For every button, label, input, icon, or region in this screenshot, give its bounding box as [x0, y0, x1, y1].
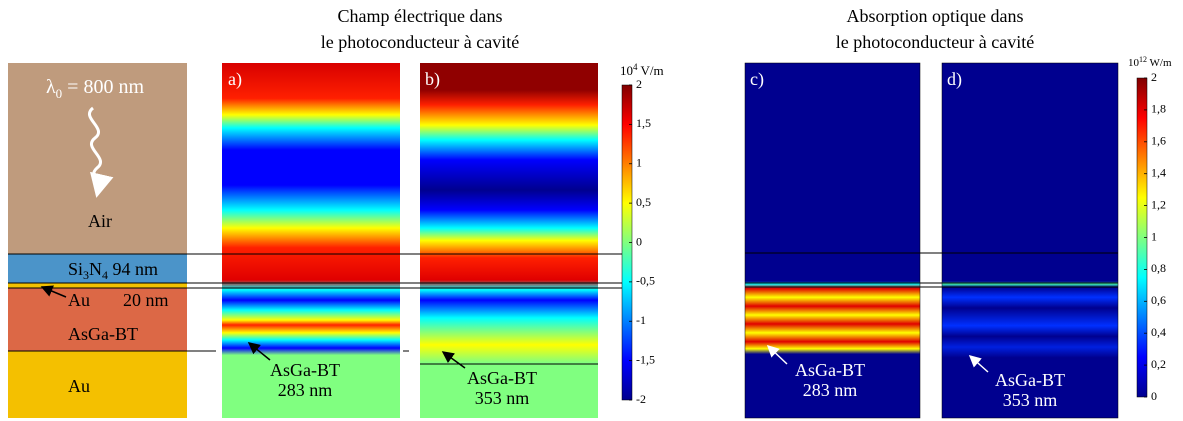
annotation: 283 nm: [803, 380, 858, 400]
tick-label: 2: [636, 77, 642, 91]
annotation: AsGa-BT: [995, 370, 1065, 390]
tick-label: 1: [1151, 229, 1157, 243]
panel-label: b): [425, 69, 440, 90]
title: le photoconducteur à cavité: [836, 32, 1034, 52]
tick-label: -1: [636, 313, 646, 327]
arrow: [40, 285, 67, 298]
text: 4: [102, 268, 108, 282]
text: λ: [46, 76, 56, 98]
interface-lines: [8, 252, 1118, 365]
tick-label: 0,5: [636, 195, 651, 209]
tick-label: 1,5: [636, 116, 651, 130]
tick-label: 1,8: [1151, 102, 1166, 116]
colorbar-unit: 1012 W/m: [1128, 55, 1172, 69]
tick-label: 0,8: [1151, 261, 1166, 275]
arrow: [968, 355, 989, 373]
text: 10: [1128, 57, 1140, 69]
tick-label: 1: [636, 156, 642, 170]
absorption-map: [744, 62, 921, 419]
layer-au-thin: [8, 283, 187, 288]
arrow: [441, 351, 466, 369]
text: 3: [83, 268, 89, 282]
arrow: [247, 342, 271, 361]
text: 4: [633, 62, 638, 72]
tick-label: 2: [1151, 70, 1157, 84]
title: le photoconducteur à cavité: [321, 32, 519, 52]
text: 12: [1139, 55, 1147, 64]
layer-label: Air: [88, 211, 112, 231]
tick-label: 0,6: [1151, 293, 1166, 307]
layer-label: Au: [68, 290, 90, 310]
layer-label: Si3N4 94 nm: [68, 259, 158, 282]
annotation: AsGa-BT: [270, 360, 340, 380]
text: V/m: [638, 63, 664, 78]
layer-label: 20 nm: [123, 290, 169, 310]
title: Champ électrique dans: [338, 6, 503, 26]
layer-label: Au: [68, 376, 90, 396]
panel-label: d): [947, 69, 962, 90]
tick-label: 0: [636, 234, 642, 248]
layer-label: AsGa-BT: [68, 324, 138, 344]
text: 94 nm: [108, 259, 158, 279]
annotation: 283 nm: [278, 380, 333, 400]
tick-label: -0,5: [636, 274, 655, 288]
tick-label: 1,4: [1151, 165, 1166, 179]
tick-label: 0,2: [1151, 357, 1166, 371]
colorbar-unit: 104 V/m: [620, 62, 664, 78]
layer-si3n4: [8, 254, 187, 283]
wave-arrow: [88, 106, 114, 198]
tick-label: 0,4: [1151, 325, 1166, 339]
tick-label: -1,5: [636, 352, 655, 366]
absorption-map: [941, 62, 1119, 419]
field-map: [222, 63, 400, 418]
text: W/m: [1147, 57, 1172, 69]
text: = 800 nm: [62, 76, 144, 98]
text: 10: [620, 63, 633, 78]
layer-air: [8, 63, 187, 254]
wavelength-label: λ0 = 800 nm: [46, 76, 144, 101]
field-map: [420, 63, 598, 418]
arrow: [766, 344, 788, 365]
text: 0: [56, 86, 63, 101]
annotation: 353 nm: [1003, 390, 1058, 410]
annotation: 353 nm: [475, 388, 530, 408]
panel-label: a): [228, 69, 242, 90]
tick-label: 1,2: [1151, 197, 1166, 211]
tick-label: -2: [636, 392, 646, 406]
tick-label: 1,6: [1151, 134, 1166, 148]
text: Si: [68, 259, 83, 279]
layer-asga: [8, 288, 187, 351]
panel-label: c): [750, 69, 764, 90]
tick-label: 0: [1151, 389, 1157, 403]
text: N: [89, 259, 102, 279]
annotation: AsGa-BT: [795, 360, 865, 380]
title: Absorption optique dans: [847, 6, 1024, 26]
annotation: AsGa-BT: [467, 368, 537, 388]
layer-au: [8, 351, 187, 418]
